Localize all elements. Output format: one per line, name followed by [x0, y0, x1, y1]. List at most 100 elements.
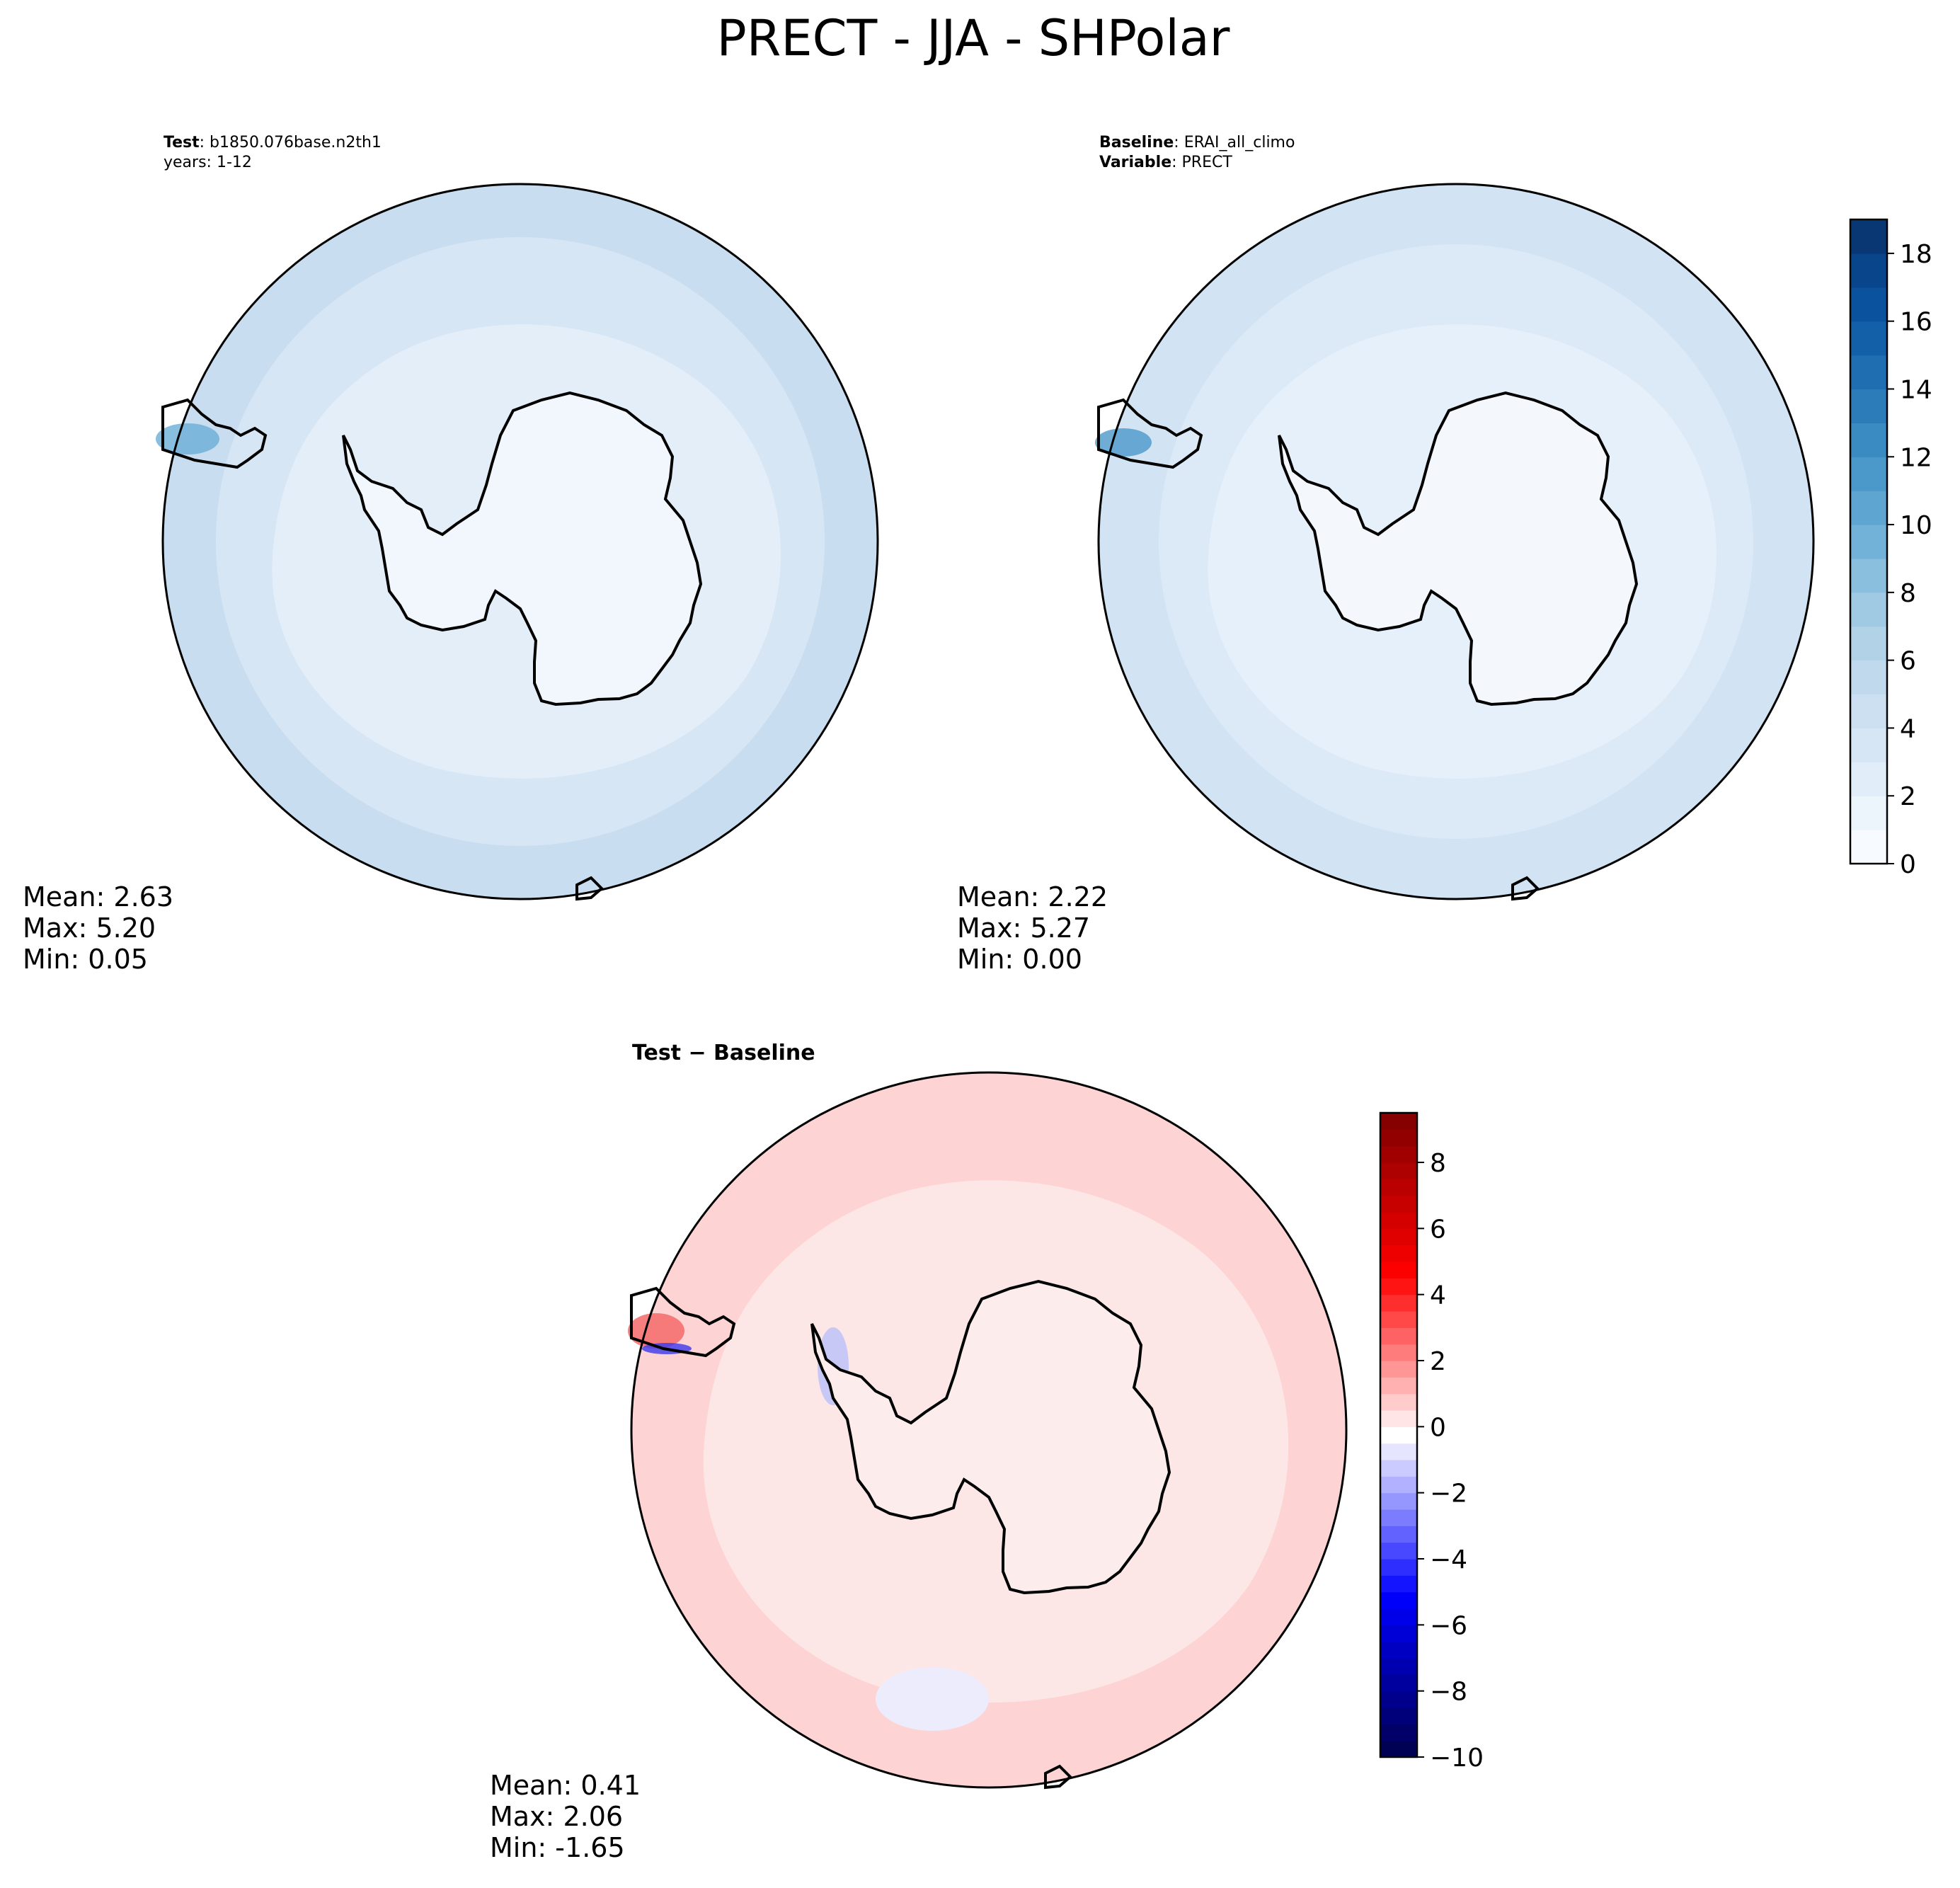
test-panel: Test: b1850.076base.n2th1 years: 1-12 Me…	[23, 134, 879, 975]
seismic-colorbar-segment	[1380, 1724, 1417, 1741]
seismic-colorbar-segment	[1380, 1526, 1417, 1543]
seismic-colorbar-segment	[1380, 1608, 1417, 1625]
blues-colorbar-segment	[1850, 626, 1887, 661]
blues-colorbar-tick-label: 4	[1900, 714, 1916, 743]
blues-colorbar-segment	[1850, 219, 1887, 254]
seismic-colorbar-segment	[1380, 1542, 1417, 1560]
variable-label-bold: Variable	[1099, 154, 1171, 171]
seismic-colorbar-segment	[1380, 1145, 1417, 1163]
diff-mean: Mean: 0.41	[490, 1770, 641, 1801]
diff-map-boundary	[630, 1071, 1348, 1789]
seismic-colorbar-tick-label: 8	[1430, 1149, 1446, 1178]
seismic-colorbar: −10 −8 −6 −4 −2 0 2 4 6 8	[1379, 1111, 1484, 1773]
baseline-map-boundary	[1097, 183, 1815, 900]
blues-colorbar-segment	[1850, 796, 1887, 830]
blues-colorbar-tick-label: 14	[1900, 375, 1932, 404]
seismic-colorbar-segment	[1380, 1228, 1417, 1246]
blues-colorbar-segment	[1850, 694, 1887, 729]
seismic-colorbar-segment	[1380, 1294, 1417, 1312]
seismic-colorbar-segment	[1380, 1690, 1417, 1708]
seismic-colorbar-segment	[1380, 1162, 1417, 1179]
seismic-colorbar-segment	[1380, 1658, 1417, 1675]
seismic-colorbar-segment	[1380, 1393, 1417, 1411]
seismic-colorbar-tick-label: 4	[1430, 1281, 1446, 1310]
figure-title: PRECT - JJA - SHPolar	[717, 9, 1230, 67]
seismic-colorbar-segment	[1380, 1245, 1417, 1262]
seismic-colorbar-tick-label: −10	[1430, 1744, 1484, 1773]
seismic-colorbar-segment	[1380, 1377, 1417, 1395]
baseline-min: Min: 0.00	[957, 944, 1082, 975]
blues-colorbar-segment	[1850, 423, 1887, 457]
test-high-precip-area	[156, 423, 219, 454]
seismic-colorbar-segment	[1380, 1327, 1417, 1345]
blues-colorbar-tick-label: 16	[1900, 308, 1932, 337]
baseline-label: Baseline: ERAI_all_climo	[1099, 134, 1295, 151]
seismic-colorbar-segment	[1380, 1575, 1417, 1593]
seismic-colorbar-segment	[1380, 1625, 1417, 1642]
seismic-colorbar-segment	[1380, 1476, 1417, 1494]
diff-map	[628, 1071, 1348, 1790]
seismic-colorbar-tick-label: −8	[1430, 1678, 1467, 1707]
test-label: Test: b1850.076base.n2th1	[164, 134, 382, 151]
test-max: Max: 5.20	[23, 912, 156, 944]
seismic-colorbar-segment	[1380, 1492, 1417, 1510]
seismic-colorbar-segment	[1380, 1426, 1417, 1444]
blues-colorbar-segment	[1850, 389, 1887, 423]
seismic-colorbar-segment	[1380, 1707, 1417, 1724]
seismic-colorbar-segment	[1380, 1113, 1417, 1130]
blues-colorbar-segment	[1850, 321, 1887, 356]
blues-colorbar-segment	[1850, 287, 1887, 322]
blues-colorbar: 0 2 4 6 8 10 12 14 16 18	[1849, 218, 1932, 879]
seismic-colorbar-segment	[1380, 1311, 1417, 1328]
blues-colorbar-tick-label: 18	[1900, 240, 1932, 269]
blues-colorbar-tick-label: 6	[1900, 647, 1916, 676]
seismic-colorbar-tick-label: 0	[1430, 1413, 1446, 1442]
seismic-colorbar-segment	[1380, 1344, 1417, 1361]
seismic-colorbar-segment	[1380, 1212, 1417, 1229]
blues-colorbar-segment	[1850, 457, 1887, 491]
seismic-colorbar-tick-label: 6	[1430, 1215, 1446, 1244]
variable-label-value: : PRECT	[1171, 154, 1232, 171]
blues-colorbar-tick-label: 8	[1900, 579, 1916, 608]
diff-panel: Test − Baseline Mean: 0.41 Max: 2.06 Min…	[490, 1041, 1484, 1863]
seismic-colorbar-segment	[1380, 1740, 1417, 1758]
blues-colorbar-tick-label: 2	[1900, 782, 1916, 811]
test-map-boundary	[161, 183, 879, 900]
test-label-value: : b1850.076base.n2th1	[200, 134, 382, 151]
seismic-colorbar-segment	[1380, 1179, 1417, 1196]
diff-island-coast	[1044, 1764, 1072, 1790]
seismic-colorbar-segment	[1380, 1591, 1417, 1609]
baseline-map	[1095, 183, 1815, 901]
blues-colorbar-segment	[1850, 592, 1887, 627]
diff-min: Min: -1.65	[490, 1832, 625, 1863]
diff-negative-area	[876, 1667, 989, 1731]
seismic-colorbar-segment	[1380, 1559, 1417, 1576]
blues-colorbar-segment	[1850, 660, 1887, 695]
test-island-coast	[575, 876, 604, 901]
blues-colorbar-segment	[1850, 525, 1887, 559]
seismic-colorbar-segment	[1380, 1674, 1417, 1692]
blues-colorbar-segment	[1850, 491, 1887, 525]
blues-colorbar-segment	[1850, 830, 1887, 864]
blues-colorbar-tick-label: 0	[1900, 850, 1916, 879]
baseline-label-value: : ERAI_all_climo	[1174, 134, 1295, 151]
seismic-colorbar-segment	[1380, 1129, 1417, 1147]
seismic-colorbar-segment	[1380, 1361, 1417, 1378]
seismic-colorbar-segment	[1380, 1443, 1417, 1460]
diff-title: Test − Baseline	[632, 1041, 815, 1065]
variable-label: Variable: PRECT	[1099, 154, 1232, 171]
seismic-colorbar-segment	[1380, 1410, 1417, 1427]
baseline-panel: Baseline: ERAI_all_climo Variable: PRECT…	[957, 134, 1932, 975]
blues-colorbar-tick-label: 12	[1900, 443, 1932, 472]
blues-colorbar-frame	[1849, 218, 1889, 865]
seismic-colorbar-tick-label: 2	[1430, 1347, 1446, 1376]
blues-colorbar-tick-label: 10	[1900, 511, 1932, 540]
seismic-colorbar-segment	[1380, 1641, 1417, 1659]
baseline-max: Max: 5.27	[957, 912, 1090, 944]
seismic-colorbar-tick-label: −6	[1430, 1611, 1467, 1640]
blues-colorbar-segment	[1850, 762, 1887, 796]
test-min: Min: 0.05	[23, 944, 148, 975]
baseline-mean: Mean: 2.22	[957, 881, 1108, 912]
blues-colorbar-segment	[1850, 253, 1887, 288]
